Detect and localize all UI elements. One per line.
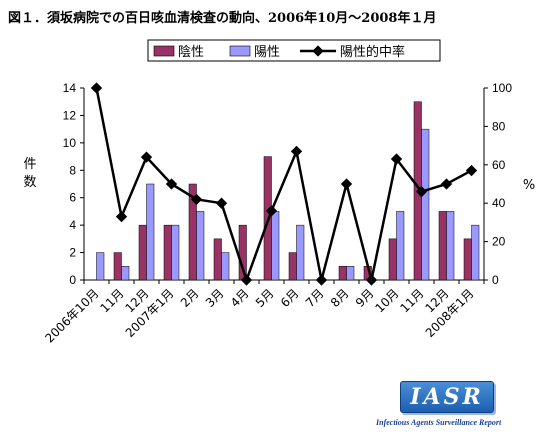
iasr-logo: IASR xyxy=(400,381,494,413)
y-right-tick-label: 60 xyxy=(492,158,506,172)
y-right-tick-label: 40 xyxy=(492,196,506,210)
point-ppv xyxy=(265,205,278,217)
legend-swatch-negative xyxy=(153,45,175,57)
y-right-tick-label: 80 xyxy=(492,119,506,133)
x-tick-label: 5月 xyxy=(253,286,277,310)
bar-positive xyxy=(146,183,155,281)
bar-negative xyxy=(138,224,147,281)
point-ppv xyxy=(465,164,478,177)
y-left-tick-label: 2 xyxy=(69,246,76,260)
point-ppv xyxy=(390,153,403,165)
bar-negative xyxy=(438,211,447,281)
y-right-tick-label: 20 xyxy=(492,235,506,249)
y-left-tick-label: 8 xyxy=(69,163,76,177)
legend-marker-ppv xyxy=(312,45,324,57)
bar-positive xyxy=(221,252,230,281)
legend-box xyxy=(147,39,441,62)
x-tick-label: 11月 xyxy=(397,286,426,315)
bar-positive xyxy=(346,266,355,281)
point-ppv xyxy=(440,178,453,190)
x-tick-label: 2006年10月 xyxy=(42,286,101,345)
y-right-tick-label: 0 xyxy=(492,273,499,287)
point-ppv xyxy=(90,82,103,94)
point-ppv xyxy=(240,274,253,286)
bar-positive xyxy=(196,211,205,281)
bar-negative xyxy=(388,238,397,281)
bar-negative xyxy=(113,252,122,281)
bar-positive xyxy=(446,211,455,281)
x-tick-label: 8月 xyxy=(328,286,352,310)
x-tick-label: 2月 xyxy=(178,286,202,310)
point-ppv xyxy=(215,197,228,209)
bar-negative xyxy=(288,252,297,281)
point-ppv xyxy=(115,210,128,223)
bar-positive xyxy=(421,128,430,281)
iasr-logo-text: IASR xyxy=(410,384,484,410)
x-tick-label: 6月 xyxy=(278,286,302,310)
bar-positive xyxy=(121,266,130,281)
y-axis-left-label-2: 数 xyxy=(23,175,36,190)
bar-positive xyxy=(271,211,280,281)
chart-title: 図１．須坂病院での百日咳血清検査の動向、2006年10月～2008年１月 xyxy=(8,11,437,26)
point-ppv xyxy=(140,151,153,163)
y-left-tick-label: 10 xyxy=(63,136,77,150)
bar-negative xyxy=(338,266,347,281)
point-ppv xyxy=(190,193,203,206)
point-ppv xyxy=(365,274,378,286)
bar-positive xyxy=(471,224,480,281)
y-axis-left-label-1: 件 xyxy=(23,157,36,172)
plot-area: 024681012140204060801002006年10月11月12月200… xyxy=(42,81,512,345)
bar-negative xyxy=(213,238,222,281)
legend-label-ppv: 陽性的中率 xyxy=(340,44,405,60)
x-tick-label: 3月 xyxy=(203,286,227,310)
x-tick-label: 7月 xyxy=(303,286,327,310)
y-axis-right-label: % xyxy=(523,178,535,193)
point-ppv xyxy=(415,186,428,198)
line-ppv xyxy=(95,87,473,284)
y-right-tick-label: 100 xyxy=(492,81,512,95)
x-tick-label: 4月 xyxy=(228,286,252,310)
x-tick-label: 10月 xyxy=(372,286,401,315)
bar-positive xyxy=(396,211,405,281)
bar-positive xyxy=(171,224,180,281)
legend-label-negative: 陰性 xyxy=(178,45,204,60)
point-ppv xyxy=(340,178,353,190)
legend: 陰性 陽性 陽性的中率 xyxy=(147,39,441,62)
point-ppv xyxy=(290,145,303,158)
x-tick-label: 11月 xyxy=(97,286,126,315)
bar-negative xyxy=(163,224,172,281)
y-left-tick-label: 0 xyxy=(69,273,76,287)
y-left-tick-label: 6 xyxy=(69,191,76,205)
legend-label-positive: 陽性 xyxy=(254,45,280,60)
y-left-tick-label: 14 xyxy=(63,81,77,95)
bar-negative xyxy=(463,238,472,281)
bar-positive xyxy=(296,224,305,281)
y-left-tick-label: 12 xyxy=(63,108,77,122)
point-ppv xyxy=(315,274,328,286)
point-ppv xyxy=(165,178,178,190)
bar-positive xyxy=(96,252,105,281)
legend-swatch-positive xyxy=(229,45,251,57)
y-left-tick-label: 4 xyxy=(69,218,76,232)
iasr-subtitle: Infectious Agents Surveillance Report xyxy=(376,418,502,427)
